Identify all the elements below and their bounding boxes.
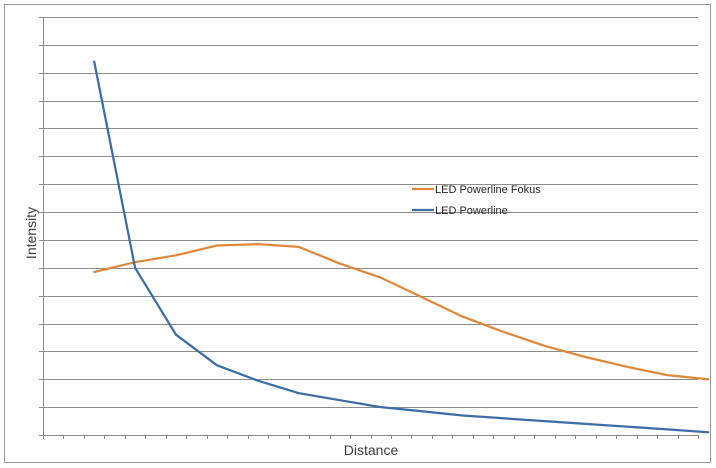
x-axis-title: Distance bbox=[344, 442, 399, 458]
axes bbox=[39, 17, 699, 439]
series-lines bbox=[93, 60, 710, 434]
series-line bbox=[93, 60, 710, 434]
legend-label: LED Powerline bbox=[435, 205, 508, 217]
legend-label: LED Powerline Fokus bbox=[435, 184, 541, 196]
y-axis-title: Intensity bbox=[23, 207, 39, 259]
gridlines bbox=[43, 17, 698, 408]
chart-frame bbox=[4, 4, 711, 463]
series-line bbox=[93, 242, 710, 381]
legend: LED Powerline Fokus LED Powerline bbox=[412, 184, 541, 217]
